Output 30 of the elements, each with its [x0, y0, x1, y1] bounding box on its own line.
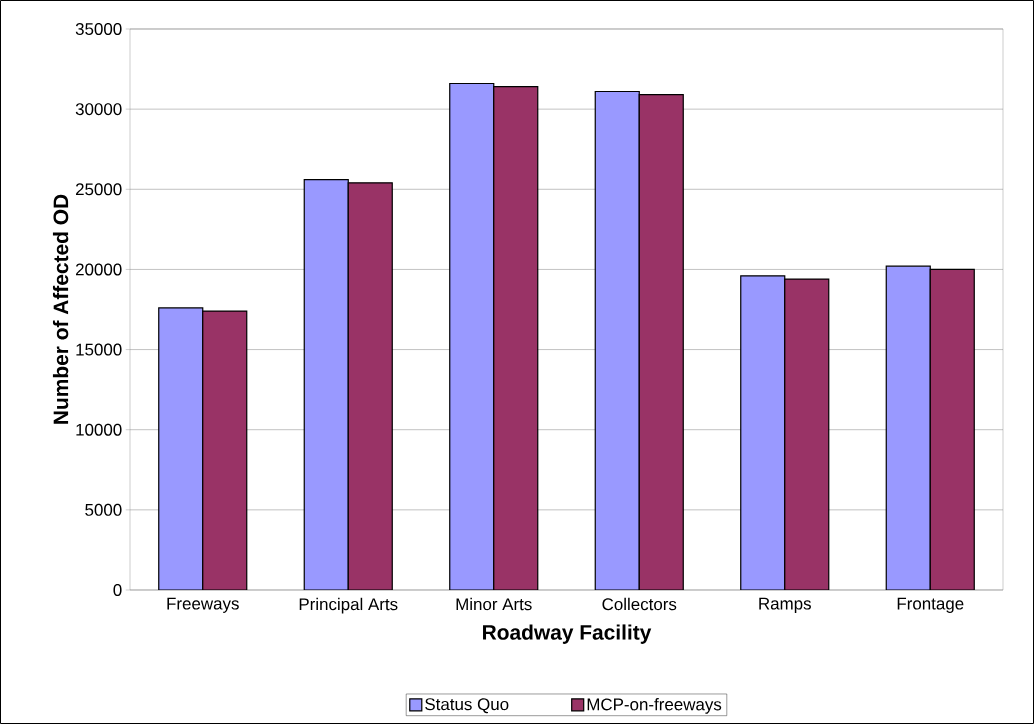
x-tick-label: Frontage: [897, 597, 964, 613]
bar: [347, 182, 393, 590]
bar: [202, 311, 247, 590]
bar: [784, 278, 830, 590]
bar: [594, 90, 640, 590]
y-tick-label: 15000: [76, 343, 122, 356]
bar: [929, 268, 975, 590]
y-tick-label: 5000: [85, 503, 122, 516]
x-tick-label: Principal Arts: [299, 597, 398, 614]
x-tick-label: Ramps: [759, 597, 811, 613]
legend-label: Status Quo: [425, 698, 509, 714]
bar: [740, 275, 786, 590]
bar: [158, 307, 203, 590]
bar: [449, 82, 495, 590]
y-tick-label: 35000: [75, 23, 122, 35]
bar: [493, 86, 539, 590]
bar: [885, 265, 931, 590]
x-tick-label: Collectors: [602, 597, 677, 611]
y-tick-label: 10000: [76, 423, 122, 436]
bar: [303, 179, 349, 590]
y-tick-label: 0: [113, 584, 122, 596]
x-tick-label: Freeways: [167, 597, 239, 613]
y-tick-label: 30000: [75, 103, 122, 116]
legend-label: MCP-on-freeways: [587, 697, 722, 714]
x-tick-label: Minor Arts: [456, 597, 532, 611]
y-tick-label: 25000: [75, 183, 122, 196]
y-tick-label: 20000: [75, 263, 122, 276]
y-axis-title: Number of Affected OD: [52, 194, 69, 424]
x-axis-title: Roadway Facility: [483, 624, 652, 644]
bar: [638, 94, 684, 590]
